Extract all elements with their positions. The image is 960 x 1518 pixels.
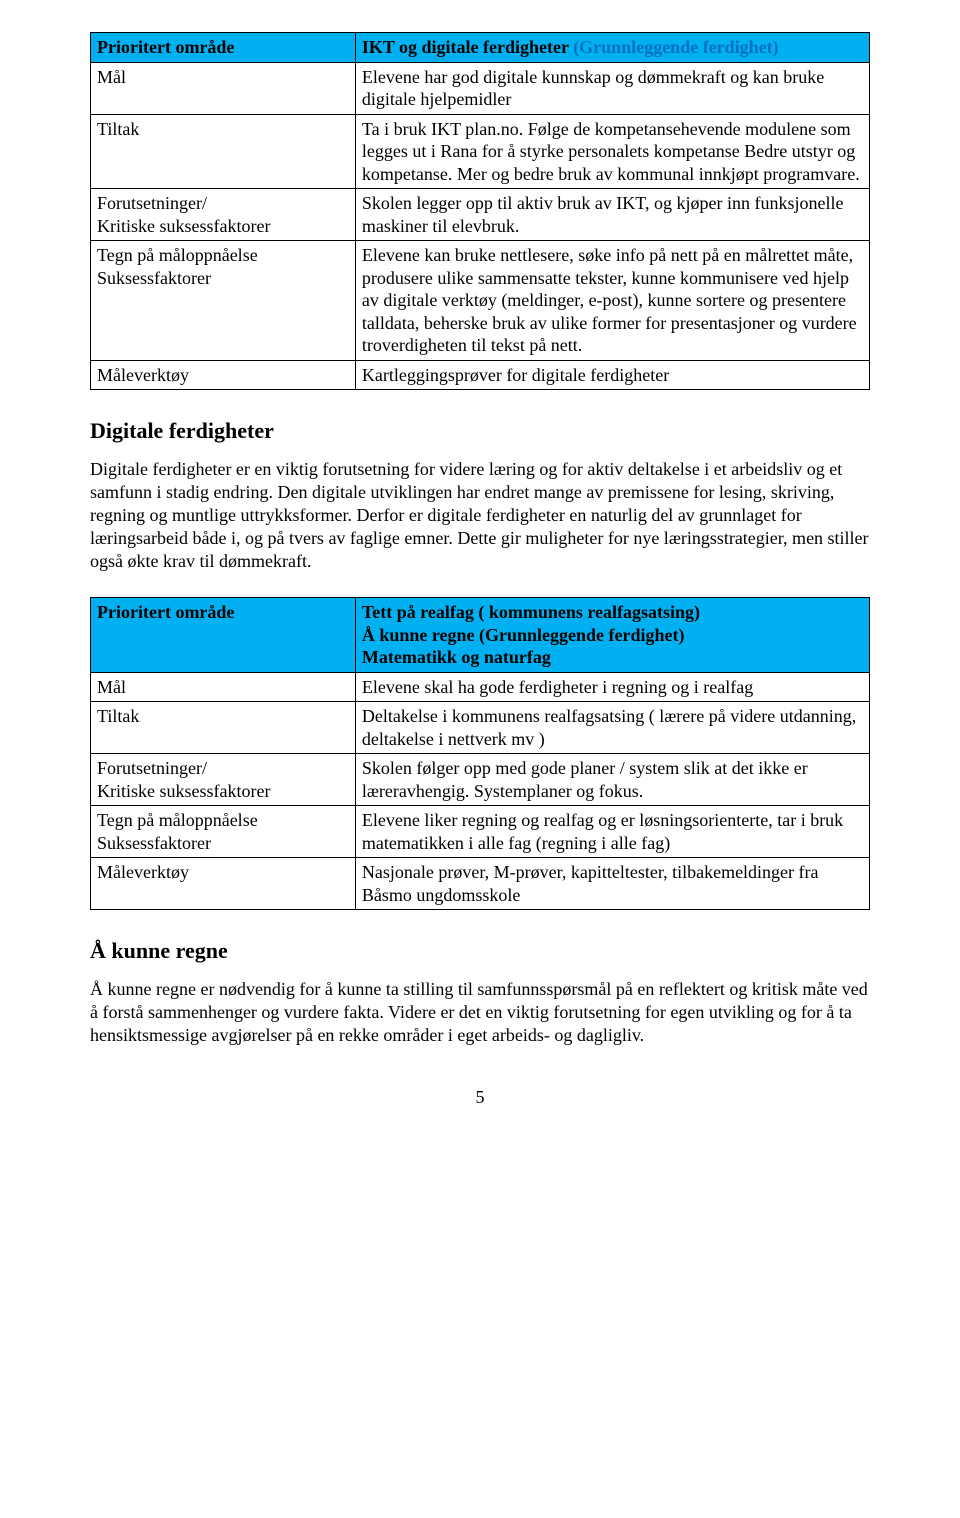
section1-paragraph: Digitale ferdigheter er en viktig foruts… <box>90 458 870 573</box>
t1-header-title-part2: (Grunnleggende ferdighet) <box>569 37 779 57</box>
t1-header-value: IKT og digitale ferdigheter (Grunnleggen… <box>355 33 869 63</box>
table-ikt: Prioritert område IKT og digitale ferdig… <box>90 32 870 390</box>
t2-row0-label: Mål <box>91 672 356 702</box>
section1-title: Digitale ferdigheter <box>90 418 870 444</box>
t1-row3-label: Tegn på måloppnåelse Suksessfaktorer <box>91 241 356 361</box>
t2-row3-label: Tegn på måloppnåelse Suksessfaktorer <box>91 806 356 858</box>
t2-row2-value: Skolen følger opp med gode planer / syst… <box>355 754 869 806</box>
t2-header-label: Prioritert område <box>91 598 356 673</box>
t1-row0-label: Mål <box>91 62 356 114</box>
t1-row3-value: Elevene kan bruke nettlesere, søke info … <box>355 241 869 361</box>
page-number: 5 <box>90 1087 870 1108</box>
t2-header-line2: Å kunne regne (Grunnleggende ferdighet) <box>362 624 863 647</box>
t2-header-line1: Tett på realfag ( kommunens realfagsatsi… <box>362 601 863 624</box>
t2-row1-label: Tiltak <box>91 702 356 754</box>
t1-row1-label: Tiltak <box>91 114 356 189</box>
t1-row1-value: Ta i bruk IKT plan.no. Følge de kompetan… <box>355 114 869 189</box>
t2-row4-value: Nasjonale prøver, M-prøver, kapitteltest… <box>355 858 869 910</box>
t1-row4-value: Kartleggingsprøver for digitale ferdighe… <box>355 360 869 390</box>
t2-row4-label: Måleverktøy <box>91 858 356 910</box>
t1-header-label: Prioritert område <box>91 33 356 63</box>
section2-paragraph: Å kunne regne er nødvendig for å kunne t… <box>90 978 870 1047</box>
t1-header-title-part1: IKT og digitale ferdigheter <box>362 37 569 57</box>
t2-row2-label: Forutsetninger/ Kritiske suksessfaktorer <box>91 754 356 806</box>
table-realfag: Prioritert område Tett på realfag ( komm… <box>90 597 870 910</box>
t2-row3-value: Elevene liker regning og realfag og er l… <box>355 806 869 858</box>
t2-header-line3: Matematikk og naturfag <box>362 646 863 669</box>
t2-row1-value: Deltakelse i kommunens realfagsatsing ( … <box>355 702 869 754</box>
section2-title: Å kunne regne <box>90 938 870 964</box>
t1-row2-value: Skolen legger opp til aktiv bruk av IKT,… <box>355 189 869 241</box>
t1-row0-value: Elevene har god digitale kunnskap og døm… <box>355 62 869 114</box>
t2-row0-value: Elevene skal ha gode ferdigheter i regni… <box>355 672 869 702</box>
t1-row4-label: Måleverktøy <box>91 360 356 390</box>
t2-header-value: Tett på realfag ( kommunens realfagsatsi… <box>355 598 869 673</box>
t1-row2-label: Forutsetninger/ Kritiske suksessfaktorer <box>91 189 356 241</box>
